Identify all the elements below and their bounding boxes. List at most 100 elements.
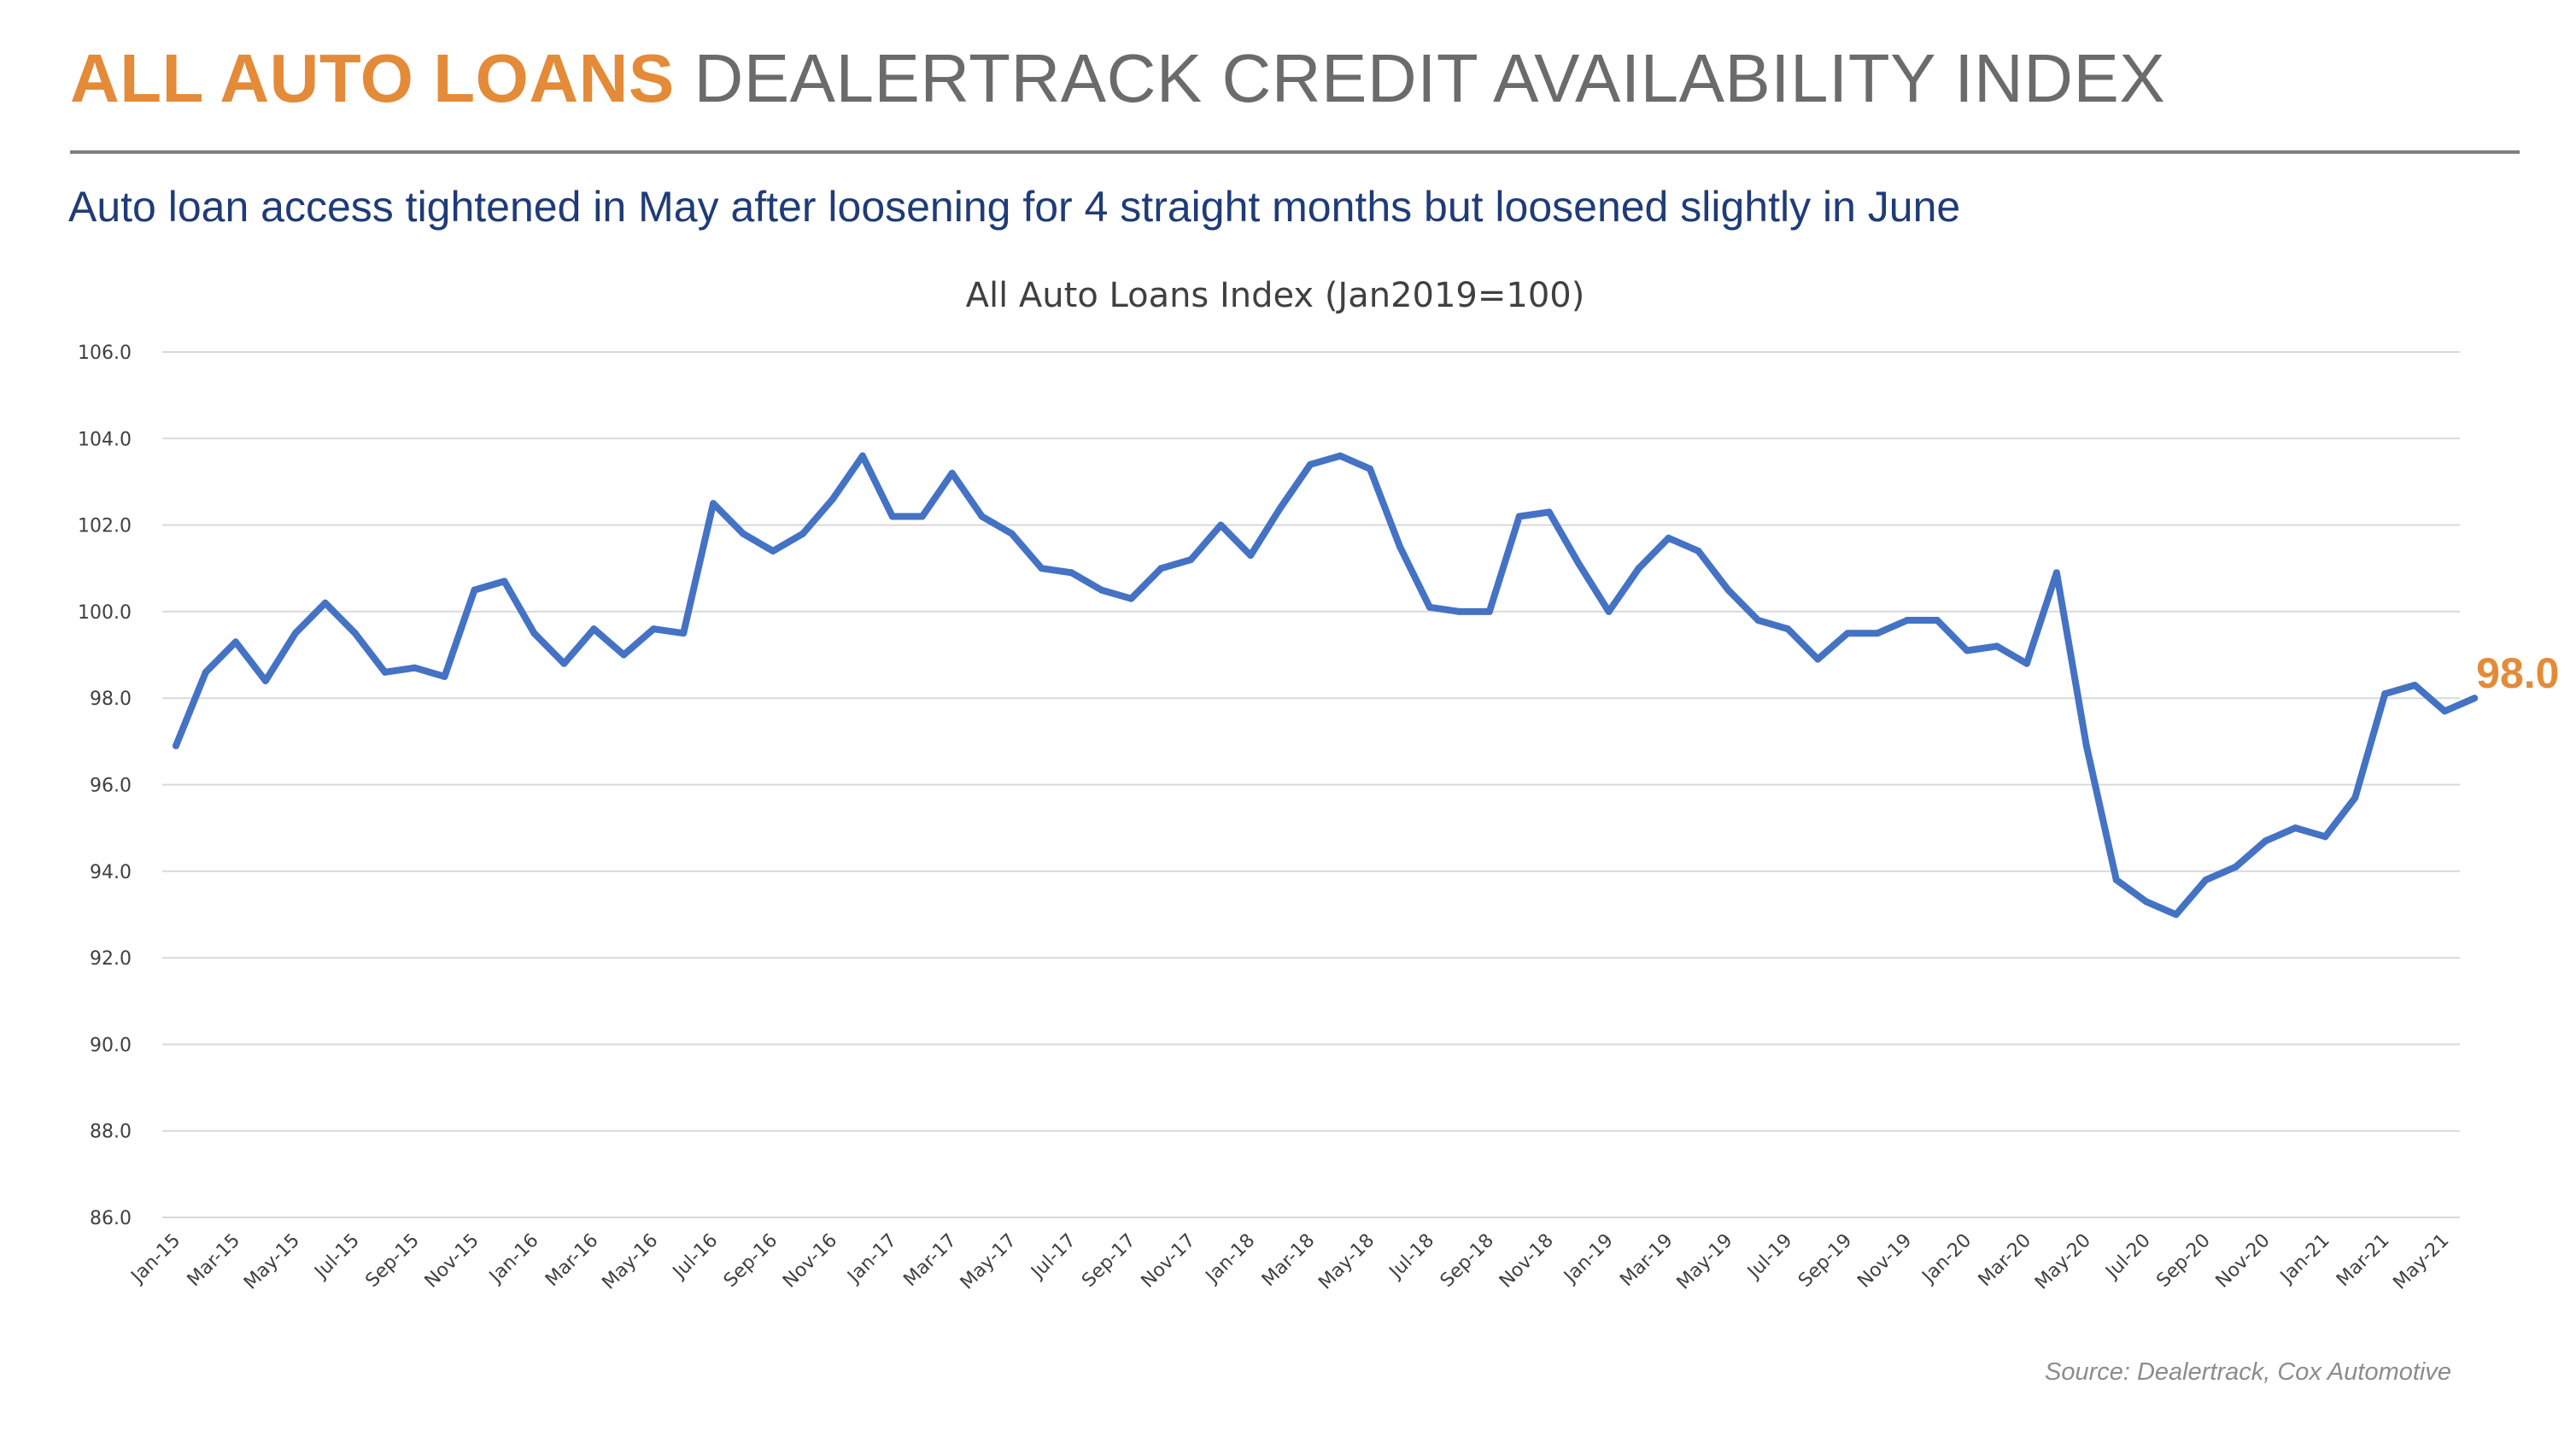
data-point — [2471, 695, 2479, 702]
data-point — [2023, 660, 2030, 667]
x-tick-label: Jul-15 — [310, 1230, 364, 1284]
x-tick-label: Sep-16 — [720, 1230, 782, 1292]
data-point — [471, 586, 478, 594]
y-tick-label: 102.0 — [78, 516, 132, 537]
x-tick-label: Mar-15 — [184, 1230, 244, 1291]
y-tick-label: 100.0 — [78, 602, 132, 624]
data-point — [1187, 556, 1195, 564]
data-point — [590, 625, 598, 633]
data-point — [2232, 863, 2239, 871]
x-tick-label: Jul-20 — [2101, 1230, 2155, 1284]
data-point — [1038, 565, 1045, 572]
data-point — [411, 664, 419, 672]
x-tick-label: Sep-19 — [1794, 1230, 1856, 1292]
y-tick-label: 88.0 — [90, 1122, 132, 1143]
data-point — [1367, 465, 1373, 472]
data-point — [1485, 607, 1493, 615]
title-divider — [70, 150, 2520, 154]
x-tick-label: Jul-19 — [1742, 1230, 1796, 1284]
data-point — [2082, 742, 2090, 749]
line-chart: 86.0 88.0 90.0 92.0 94.0 96.0 98.0 100.0 102.0 10… — [78, 343, 2559, 1294]
data-point — [948, 469, 956, 477]
x-tick-label: Jul-18 — [1385, 1230, 1438, 1284]
data-point — [1277, 504, 1285, 512]
data-point — [1068, 569, 1075, 577]
y-tick-label: 86.0 — [90, 1208, 132, 1229]
data-point — [261, 677, 269, 684]
data-point — [1605, 607, 1613, 615]
x-tick-label: Nov-15 — [421, 1230, 483, 1293]
page-title-rest: DEALERTRACK CREDIT AVAILABILITY INDEX — [674, 40, 2166, 116]
data-point — [1515, 513, 1523, 520]
data-point — [1724, 586, 1732, 594]
x-tick-label: Mar-18 — [1258, 1230, 1319, 1291]
x-tick-label: Jan-16 — [484, 1230, 542, 1288]
x-tick-label: Jan-21 — [2275, 1230, 2333, 1288]
page-subtitle: Auto loan access tightened in May after … — [68, 183, 1961, 231]
data-point — [231, 638, 239, 646]
data-point — [2441, 707, 2449, 715]
data-point — [1247, 552, 1255, 560]
data-point — [1814, 655, 1822, 663]
x-tick-label: Sep-18 — [1437, 1230, 1498, 1292]
x-tick-label: Nov-16 — [779, 1230, 841, 1293]
y-tick-label: 94.0 — [90, 862, 132, 883]
data-point — [620, 651, 628, 659]
x-tick-label: May-16 — [598, 1230, 662, 1294]
data-point — [680, 630, 688, 637]
data-point — [1008, 530, 1016, 537]
page-title-accent: ALL AUTO LOANS — [70, 40, 675, 116]
series-layer — [173, 452, 2479, 918]
data-point — [351, 630, 359, 637]
x-tick-label: Jan-17 — [843, 1230, 901, 1288]
data-point — [1784, 625, 1792, 633]
x-tick-label: Nov-17 — [1138, 1230, 1200, 1293]
x-tick-label: May-20 — [2031, 1230, 2095, 1294]
data-point — [173, 742, 179, 749]
y-axis-tick-labels: 86.0 88.0 90.0 92.0 94.0 96.0 98.0 100.0 102.0 10… — [78, 343, 132, 1229]
data-point — [770, 547, 776, 554]
data-point — [2112, 876, 2120, 883]
y-tick-label: 90.0 — [90, 1035, 132, 1056]
data-point — [2202, 876, 2210, 883]
data-point — [1844, 630, 1852, 637]
page-title: ALL AUTO LOANS DEALERTRACK CREDIT AVAILA… — [70, 36, 2165, 121]
data-point — [1307, 460, 1314, 468]
data-point — [858, 452, 866, 460]
y-tick-label: 98.0 — [90, 689, 132, 710]
x-tick-label: Nov-18 — [1496, 1230, 1558, 1293]
x-tick-label: Nov-20 — [2212, 1230, 2274, 1293]
data-point — [1635, 565, 1642, 572]
data-point — [2142, 898, 2150, 906]
x-tick-label: Sep-15 — [361, 1230, 423, 1292]
data-point — [2381, 690, 2389, 698]
x-tick-label: May-17 — [957, 1230, 1021, 1294]
data-point — [740, 530, 747, 537]
x-tick-label: May-21 — [2389, 1230, 2453, 1294]
x-tick-label: Mar-21 — [2333, 1230, 2393, 1291]
x-tick-label: Mar-17 — [899, 1230, 960, 1291]
x-tick-label: Sep-20 — [2152, 1230, 2214, 1292]
data-point — [650, 625, 658, 633]
series-line — [173, 452, 2479, 918]
x-tick-label: Jan-15 — [126, 1230, 184, 1288]
x-tick-label: Jan-18 — [1201, 1230, 1259, 1288]
data-point — [1217, 521, 1225, 529]
data-point — [1575, 560, 1583, 568]
data-point — [321, 599, 329, 607]
data-point — [1545, 508, 1553, 516]
x-tick-label: Mar-19 — [1616, 1230, 1677, 1291]
data-point — [1754, 617, 1762, 625]
x-tick-label: Mar-16 — [542, 1230, 602, 1291]
data-point — [291, 630, 299, 637]
chart-title: All Auto Loans Index (Jan2019=100) — [965, 276, 1585, 315]
data-point — [2411, 682, 2419, 689]
x-tick-label: May-19 — [1673, 1230, 1737, 1294]
data-point — [202, 668, 209, 676]
source-note: Source: Dealertrack, Cox Automotive — [2044, 1358, 2451, 1386]
data-point — [828, 496, 836, 503]
x-tick-label: Mar-20 — [1975, 1230, 2035, 1291]
gridlines — [162, 351, 2460, 1218]
data-point — [1934, 617, 1941, 625]
